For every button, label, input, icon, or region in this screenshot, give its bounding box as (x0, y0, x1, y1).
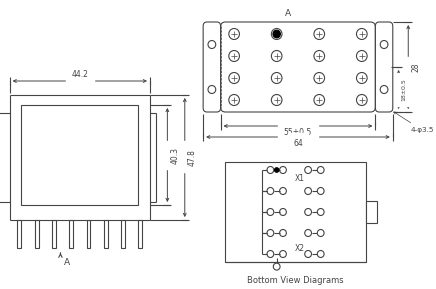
FancyBboxPatch shape (203, 22, 221, 112)
Text: 4-φ3.5: 4-φ3.5 (394, 112, 434, 133)
FancyBboxPatch shape (52, 220, 56, 248)
FancyBboxPatch shape (104, 220, 108, 248)
FancyBboxPatch shape (17, 220, 21, 248)
Text: Bottom View Diagrams: Bottom View Diagrams (247, 276, 344, 285)
Text: 28: 28 (411, 62, 420, 72)
FancyBboxPatch shape (121, 220, 125, 248)
FancyBboxPatch shape (138, 220, 142, 248)
FancyBboxPatch shape (69, 220, 73, 248)
FancyBboxPatch shape (375, 22, 393, 112)
FancyBboxPatch shape (221, 22, 375, 112)
Text: 55±0.5: 55±0.5 (284, 128, 312, 137)
FancyBboxPatch shape (86, 220, 90, 248)
FancyBboxPatch shape (35, 220, 38, 248)
Circle shape (273, 30, 280, 38)
FancyBboxPatch shape (21, 105, 138, 205)
Text: 64: 64 (293, 139, 303, 148)
FancyBboxPatch shape (225, 162, 366, 262)
Circle shape (275, 168, 279, 172)
Text: A: A (65, 258, 71, 267)
Text: 47.8: 47.8 (187, 149, 197, 166)
Text: A: A (285, 10, 291, 18)
Text: X2: X2 (295, 244, 305, 253)
Text: 44.2: 44.2 (72, 70, 88, 79)
Text: X1: X1 (295, 174, 305, 183)
Text: 40.3: 40.3 (170, 147, 179, 164)
FancyBboxPatch shape (366, 201, 377, 223)
Text: 18±0.5: 18±0.5 (402, 78, 406, 101)
